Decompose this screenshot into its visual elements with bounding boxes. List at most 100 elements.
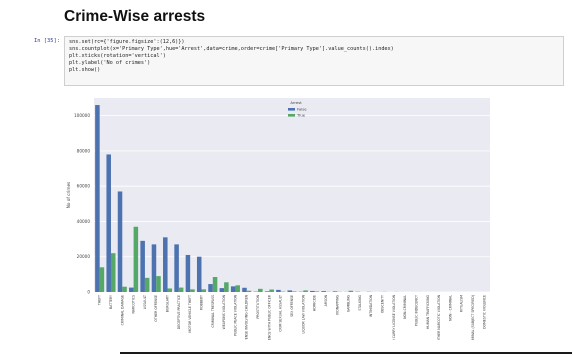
bar-true: [178, 287, 184, 292]
bar-false: [117, 191, 123, 292]
legend-title: Arrest: [290, 100, 302, 105]
bar-false: [140, 240, 145, 292]
bar-false: [219, 288, 225, 292]
cell-prompt: In [35]:: [34, 38, 60, 44]
bar-true: [212, 277, 218, 292]
x-tick-label: DECEPTIVE PRACTICE: [177, 295, 181, 329]
bar-false: [129, 287, 134, 292]
bar-true: [224, 282, 229, 292]
bar-false: [264, 291, 270, 292]
y-axis-label: No of crimes: [66, 182, 71, 208]
bar-false: [95, 105, 100, 293]
bar-false: [208, 284, 213, 292]
x-tick-label: CRIM SEXUAL ASSAULT: [279, 295, 283, 332]
code-line: plt.show(): [69, 67, 101, 73]
bar-true: [110, 253, 116, 292]
bar-true: [99, 267, 105, 292]
bar-false: [106, 154, 111, 292]
bar-true: [144, 277, 150, 292]
x-tick-label: NARCOTICS: [132, 295, 136, 314]
x-tick-label: NON-CRIMINAL: [403, 295, 407, 319]
bar-true: [167, 288, 173, 292]
legend-label-false: False: [297, 106, 307, 111]
bar-false: [242, 287, 247, 292]
countplot-chart: 0 20000 40000 60000 80000 100000 THEFT BATTERY…: [66, 98, 490, 340]
legend-swatch-true: [288, 114, 295, 117]
bar-true: [235, 285, 240, 292]
x-tick-label: BURGLARY: [166, 295, 170, 312]
x-tick-label: MOTOR VEHICLE THEFT: [188, 295, 192, 333]
bar-false: [287, 290, 292, 292]
y-tick-labels: 0 20000 40000 60000 80000 100000: [74, 113, 90, 294]
bar-true: [269, 289, 274, 292]
code-editor[interactable]: sns.set(rc={'figure.figsize':(12,6)}) sn…: [64, 36, 564, 86]
x-tick-label: LIQUOR LAW VIOLATION: [301, 294, 305, 333]
x-tick-label: OTHER NARCOTIC VIOLATION: [437, 294, 441, 340]
bar-group: [95, 105, 489, 293]
x-tick-label: DOMESTIC VIOLENCE: [482, 295, 486, 329]
x-tick-label: HUMAN TRAFFICKING: [426, 294, 430, 329]
bar-true: [246, 290, 252, 292]
bar-true: [348, 290, 354, 292]
bar-false: [174, 244, 179, 292]
x-tick-label: OBSCENITY: [381, 295, 385, 313]
x-tick-label: ARSON: [324, 294, 328, 306]
x-tick-label: PUBLIC PEACE VIOLATION: [233, 294, 237, 336]
bar-false: [196, 256, 202, 292]
plot-area: [94, 98, 490, 292]
bar-false: [332, 291, 338, 292]
x-tick-label: WEAPONS VIOLATION: [222, 294, 226, 329]
legend-label-true: True: [296, 112, 306, 117]
y-tick-label: 40000: [77, 219, 91, 224]
x-tick-label: OTHER OFFENSE: [154, 295, 158, 322]
bar-true: [292, 291, 297, 292]
code-line: plt.ylabel('No of crimes'): [69, 60, 151, 66]
bar-false: [230, 286, 236, 292]
section-heading: Crime-Wise arrests: [64, 8, 206, 25]
x-tick-label: ROBBERY: [199, 295, 203, 310]
code-line: sns.countplot(x='Primary Type',hue='Arre…: [69, 46, 394, 52]
notebook-code-cell[interactable]: In [35]: sns.set(rc={'figure.figsize':(1…: [8, 36, 566, 88]
chart-legend: Arrest False True: [288, 100, 307, 117]
y-tick-label: 60000: [77, 184, 91, 189]
x-tick-label: RITUALISM: [460, 295, 464, 312]
y-tick-label: 100000: [74, 113, 90, 118]
x-tick-label: INTERFERENCE WITH PUBLIC OFFICER: [267, 294, 271, 340]
x-tick-label: OFFENSE INVOLVING CHILDREN: [245, 294, 249, 340]
x-tick-label: PROSTITUTION: [256, 294, 260, 318]
bar-true: [122, 286, 127, 292]
bar-true: [190, 289, 195, 292]
cell-output-figure: 0 20000 40000 60000 80000 100000 THEFT BATTERY…: [60, 94, 496, 340]
x-tick-labels: THEFT BATTERY CRIMINAL DAMAGE NARCOTICS ASSA…: [98, 294, 487, 340]
code-line: plt.xticks(rotation='vertical'): [69, 53, 166, 59]
code-line: sns.set(rc={'figure.figsize':(12,6)}): [69, 39, 185, 45]
x-tick-label: THEFT: [98, 295, 102, 306]
y-tick-label: 80000: [77, 148, 91, 153]
bar-false: [310, 290, 315, 292]
bar-true: [258, 288, 263, 292]
x-tick-label: INTIMIDATION: [369, 294, 373, 317]
bar-false: [185, 254, 191, 292]
x-tick-label: CRIMINAL DAMAGE: [120, 295, 124, 325]
bar-true: [303, 290, 308, 292]
bar-false: [151, 244, 157, 292]
bar-false: [163, 237, 168, 292]
page-bottom-rule: [120, 352, 572, 354]
x-tick-label: STALKING: [358, 294, 362, 310]
x-tick-label: GAMBLING: [347, 294, 351, 312]
bar-true: [314, 291, 320, 292]
x-tick-label: BATTERY: [109, 295, 113, 309]
bar-false: [321, 291, 326, 292]
x-tick-label: ASSAULT: [143, 295, 147, 309]
x-tick-label: SEX OFFENSE: [290, 295, 294, 317]
x-tick-label: NON-CRIMINAL (SUBJECT SPECIFIED): [471, 295, 475, 340]
bar-true: [201, 289, 207, 292]
x-tick-label: NON - CRIMINAL: [448, 295, 452, 321]
y-tick-label: 20000: [77, 254, 91, 259]
x-tick-label: KIDNAPPING: [335, 294, 339, 314]
x-tick-label: HOMICIDE: [313, 295, 317, 311]
x-tick-label: PUBLIC INDECENCY: [414, 295, 418, 326]
legend-swatch-false: [288, 108, 295, 111]
bar-true: [156, 276, 161, 292]
x-tick-label: CRIMINAL TRESPASS: [211, 295, 215, 328]
